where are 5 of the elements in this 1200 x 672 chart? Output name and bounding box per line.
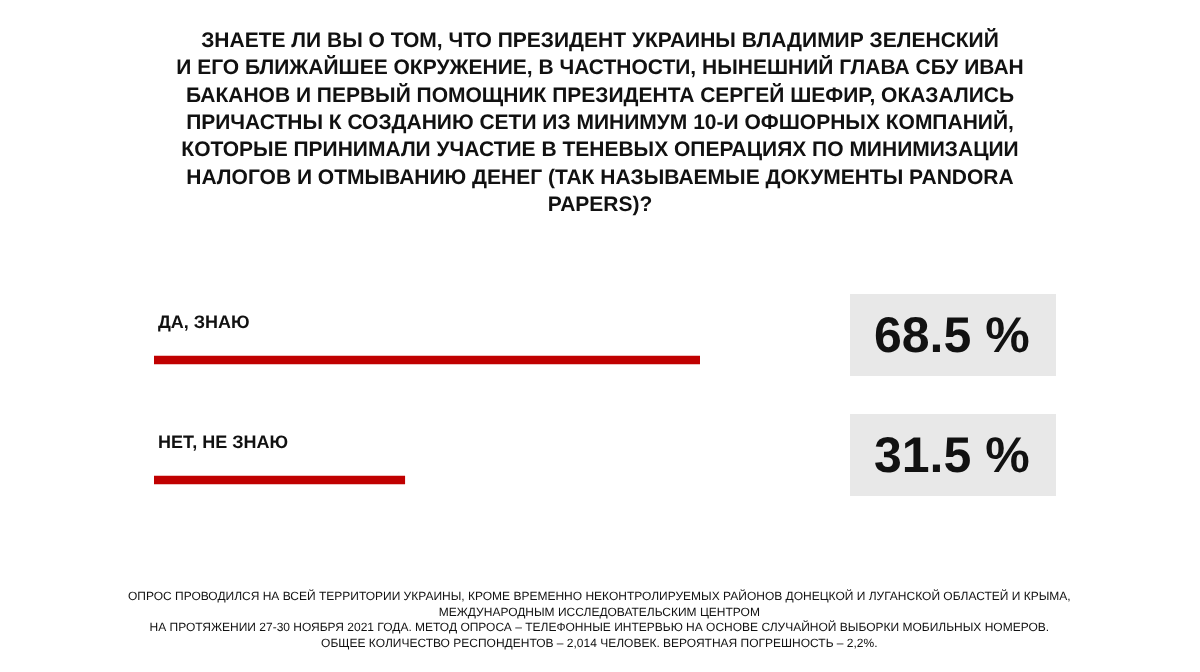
data-label: 31.5 % (874, 428, 1030, 484)
y-tick-label: ДА, ЗНАЮ (158, 312, 250, 332)
data-label: 68.5 % (874, 308, 1030, 364)
y-tick-label: НЕТ, НЕ ЗНАЮ (158, 432, 289, 452)
chart-title: ЗНАЕТЕ ЛИ ВЫ О ТОМ, ЧТО ПРЕЗИДЕНТ УКРАИНЫ ВЛАДИМИР ЗЕЛЕНСКИЙ И ЕГО БЛИЖАЙШЕЕ ОКРУЖЕНИЕ, В ЧАСТНОСТИ, НЫНЕШНИЙ ГЛАВА СБУ ИВАН БАКАНОВ И ПЕРВЫЙ ПОМОЩНИК ПРЕЗИДЕНТА СЕРГЕЙ ШЕФИР, ОКАЗАЛИСЬ ПРИЧАСТНЫ К СОЗДАНИЮ СЕТИ ИЗ МИНИМУМ 10-И ОФШОРНЫХ КОМПАНИЙ, КОТОРЫЕ ПРИНИМАЛИ УЧАСТИЕ В ТЕНЕВЫХ ОПЕРАЦИЯХ ПО МИНИМИЗАЦИИ НАЛОГОВ И ОТМЫВАНИЮ ДЕНЕГ (ТАК НАЗЫВАЕМЫЕ ДОКУМЕНТЫ PANDORA PAPERS)? (176, 27, 1024, 217)
